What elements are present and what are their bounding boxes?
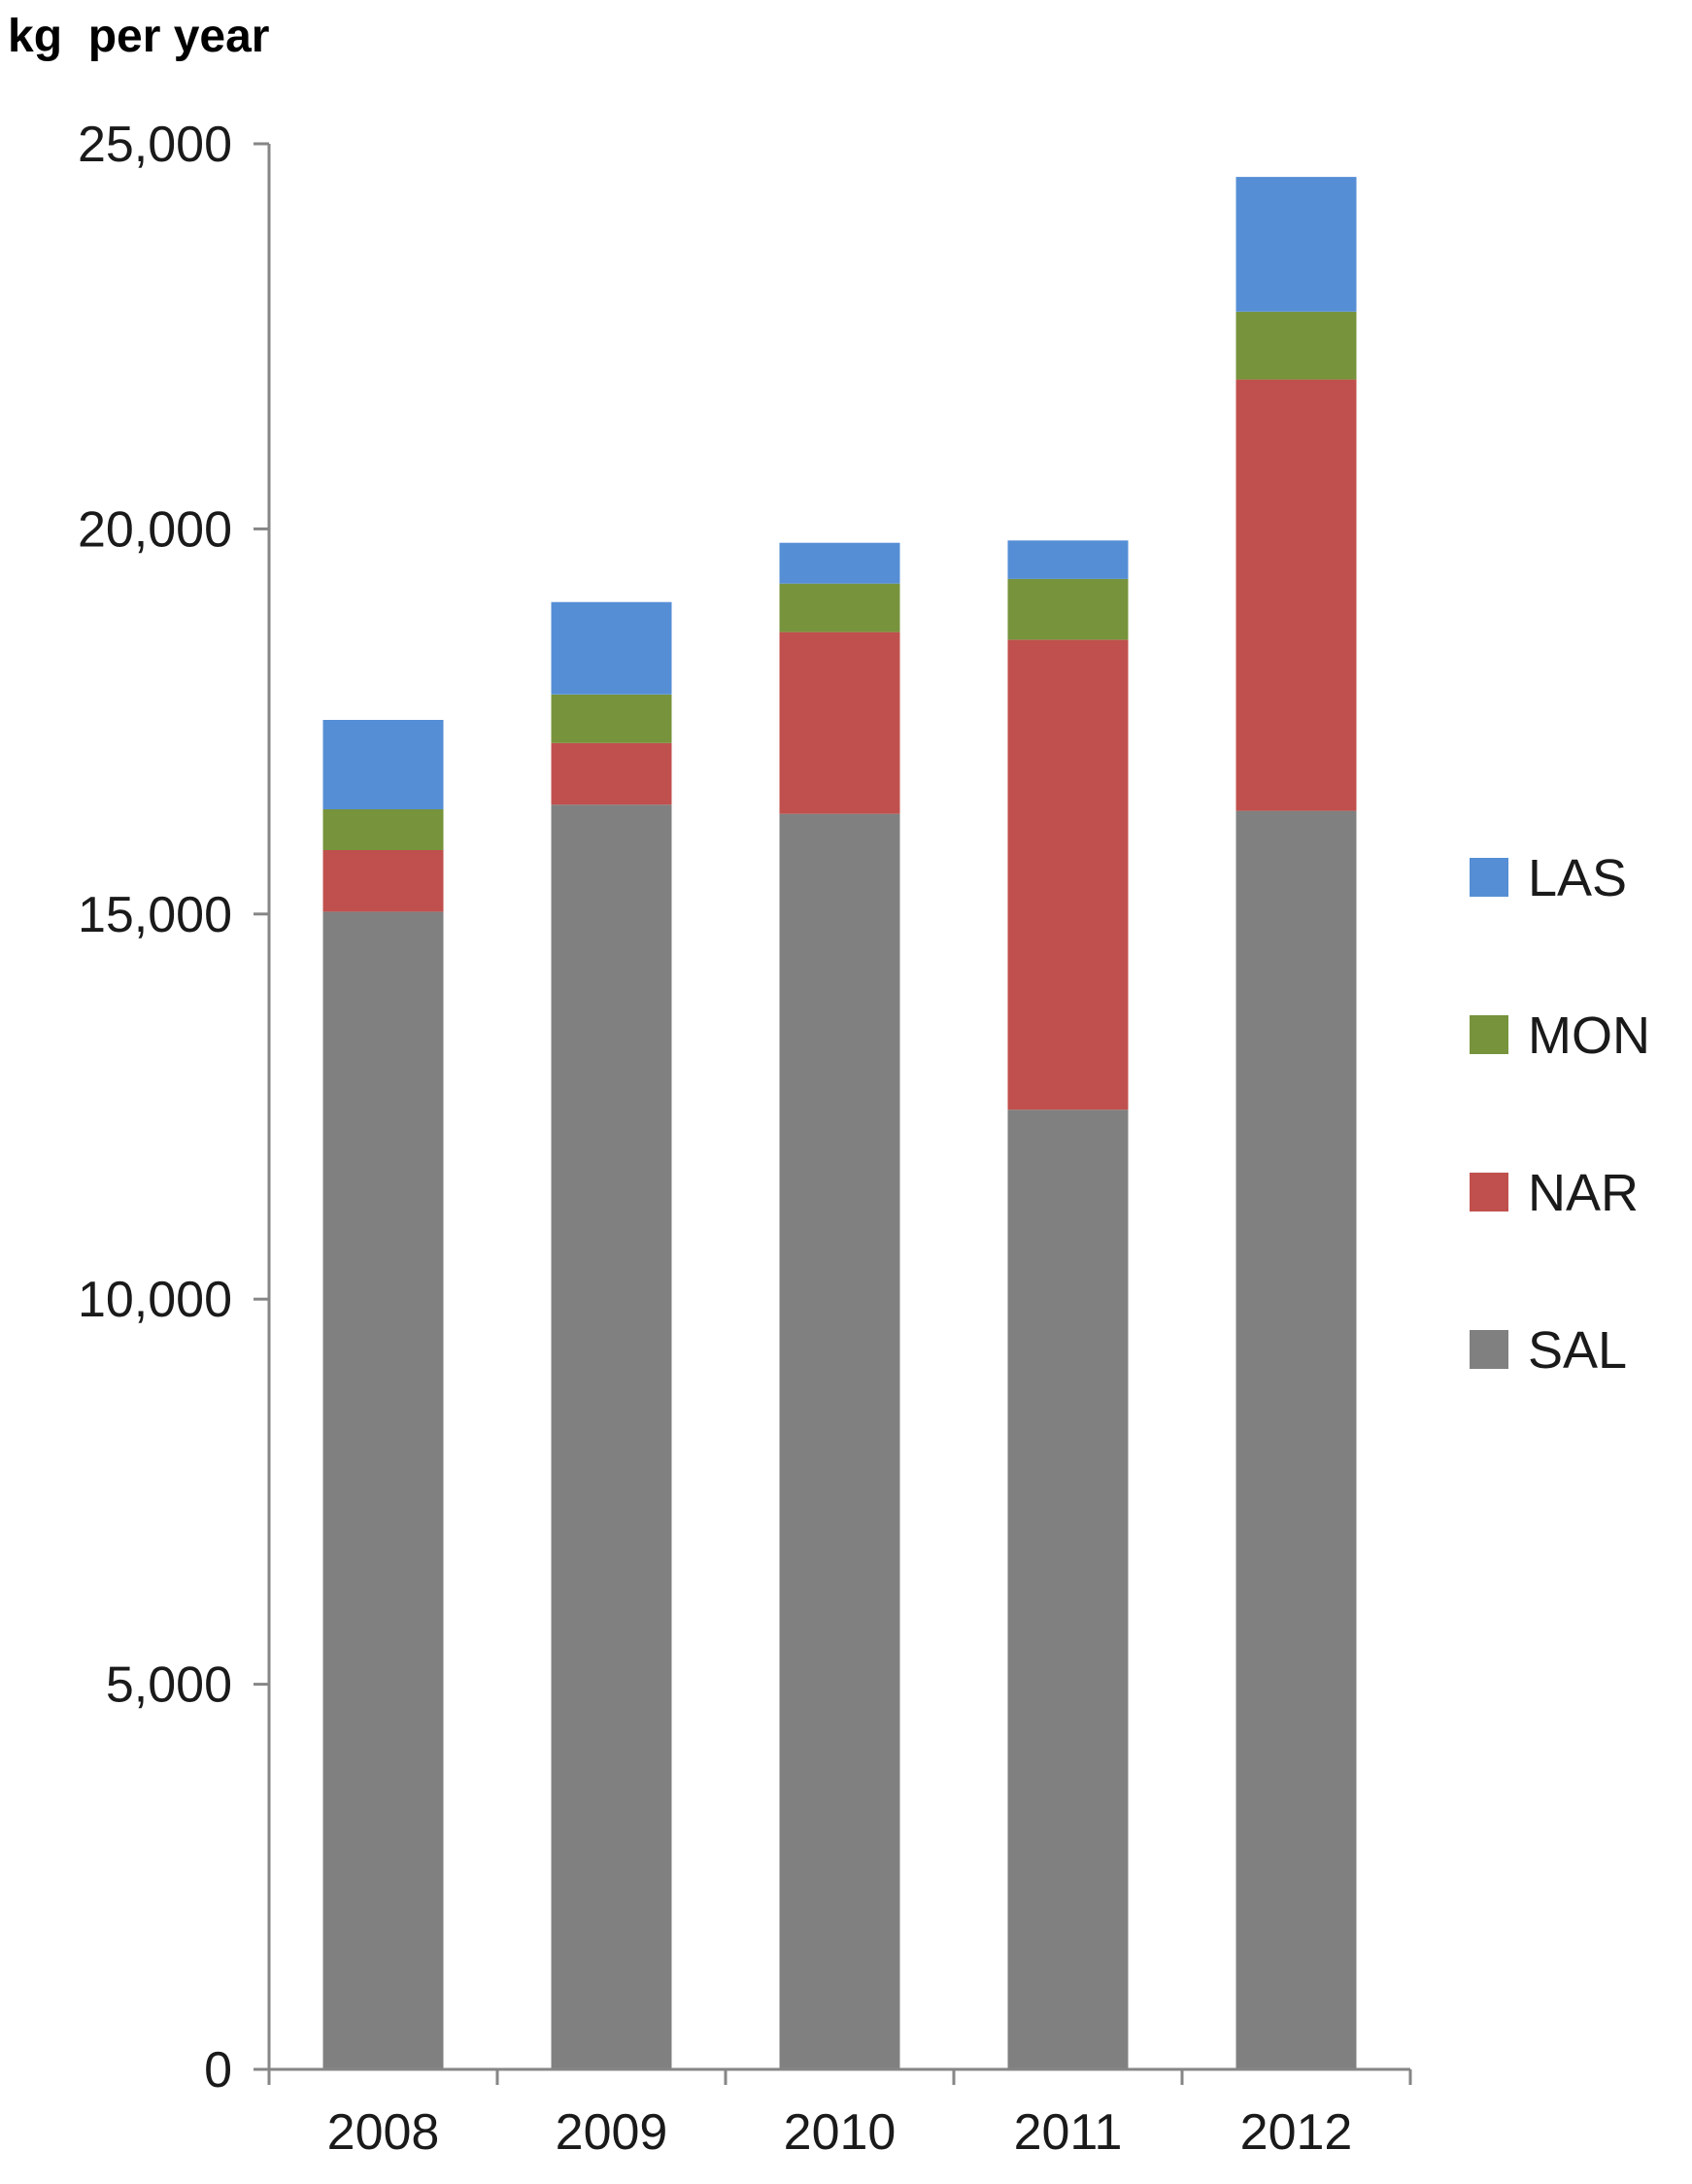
bar-sal-2011: [1007, 1109, 1129, 2069]
bars-group: [322, 177, 1357, 2070]
y-ticks-group: 0 5,000 10,000 15,000 20,000 25,000: [78, 117, 269, 2099]
bar-las-2010: [779, 542, 900, 584]
bar-mon-2011: [1007, 578, 1129, 640]
bar-nar-2010: [779, 631, 900, 814]
legend-label-mon: MON: [1528, 1007, 1650, 1065]
bar-las-2012: [1235, 177, 1357, 312]
x-tick-label: 2008: [327, 2104, 440, 2161]
legend-swatch-nar: [1470, 1173, 1508, 1211]
bar-mon-2010: [779, 583, 900, 632]
bar-mon-2008: [322, 809, 444, 850]
legend-label-sal: SAL: [1528, 1321, 1627, 1380]
bar-las-2011: [1007, 540, 1129, 579]
y-tick-label: 10,000: [78, 1272, 232, 1328]
bar-nar-2012: [1235, 379, 1357, 811]
x-tick-label: 2009: [556, 2104, 668, 2161]
axes-group: [267, 144, 1410, 2071]
bar-nar-2009: [551, 742, 672, 805]
y-tick-label: 25,000: [78, 117, 232, 173]
x-tick-label: 2012: [1240, 2104, 1353, 2161]
y-tick-label: 20,000: [78, 501, 232, 558]
x-ticks-group: 2008 2009 2010 2011 2012: [267, 2069, 1412, 2161]
y-tick-label: 0: [204, 2042, 232, 2099]
bar-las-2009: [551, 601, 672, 695]
legend: LAS MON NAR SAL: [1470, 849, 1650, 1380]
y-tick-label: 5,000: [106, 1657, 232, 1714]
bar-sal-2012: [1235, 810, 1357, 2069]
bar-nar-2011: [1007, 639, 1129, 1110]
y-axis-label: kg per year: [8, 11, 269, 62]
legend-label-las: LAS: [1528, 849, 1627, 907]
legend-swatch-las: [1470, 858, 1508, 897]
bar-sal-2008: [322, 911, 444, 2069]
bar-nar-2008: [322, 850, 444, 912]
bar-mon-2012: [1235, 311, 1357, 380]
bar-sal-2010: [779, 813, 900, 2070]
x-tick-label: 2010: [784, 2104, 897, 2161]
y-tick-label: 15,000: [78, 887, 232, 943]
bar-las-2008: [322, 720, 444, 809]
bar-sal-2009: [551, 804, 672, 2070]
bar-mon-2009: [551, 694, 672, 743]
x-tick-label: 2011: [1014, 2104, 1123, 2161]
legend-swatch-mon: [1470, 1015, 1508, 1054]
legend-label-nar: NAR: [1528, 1164, 1639, 1222]
legend-swatch-sal: [1470, 1330, 1508, 1369]
